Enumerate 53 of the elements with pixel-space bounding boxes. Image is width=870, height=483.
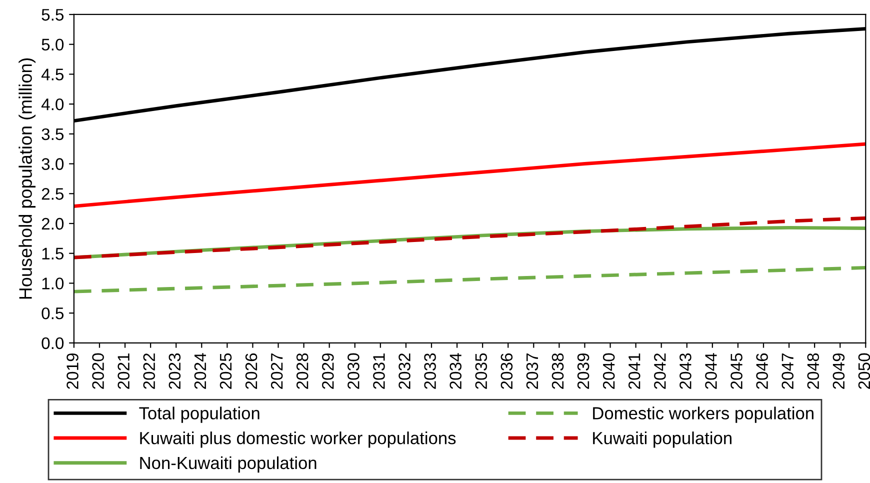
y-tick-label: 2.0 [42, 218, 64, 230]
x-tick-label: 2034 [450, 353, 462, 389]
y-tick-label: 4.0 [41, 98, 64, 110]
y-tick-label: 0.5 [42, 307, 64, 320]
legend-label: Kuwaiti population [593, 432, 732, 448]
x-tick-label: 2042 [654, 353, 666, 389]
x-tick-label: 2025 [220, 353, 232, 389]
line-series [74, 142, 866, 208]
x-tick-label: 2048 [807, 353, 820, 389]
y-tick-label: 3.0 [42, 158, 64, 170]
x-tick-label: 2040 [602, 353, 615, 389]
y-tick-label: 4.5 [41, 68, 64, 80]
line-series [74, 216, 866, 260]
x-tick-label: 2030 [348, 353, 360, 389]
x-tick-label: 2022 [143, 353, 156, 389]
y-tick-label: 1.5 [42, 248, 64, 260]
y-tick-label: 5.0 [42, 38, 64, 51]
x-tick-label: 2026 [245, 353, 258, 389]
x-tick-label: 2024 [194, 353, 206, 389]
line-series [74, 266, 866, 294]
legend-label: Kuwaiti plus domestic worker populations [140, 432, 456, 448]
x-tick-label: 2032 [398, 353, 410, 389]
x-tick-label: 2046 [756, 353, 768, 389]
legend-label: Domestic workers population [593, 406, 814, 423]
y-tick-label: 3.5 [42, 128, 64, 140]
y-tick-label: 1.0 [42, 278, 64, 290]
y-tick-label: 5.5 [42, 9, 64, 21]
x-tick-label: 2047 [782, 353, 794, 389]
x-tick-label: 2037 [526, 353, 538, 389]
x-tick-label: 2049 [832, 353, 845, 389]
x-tick-label: 2021 [118, 353, 130, 389]
x-tick-label: 2044 [705, 353, 717, 389]
legend-label: Non-Kuwaiti population [140, 456, 316, 473]
x-tick-label: 2033 [424, 353, 436, 389]
x-tick-label: 2029 [322, 353, 334, 389]
x-tick-label: 2036 [500, 353, 513, 389]
x-tick-label: 2019 [66, 353, 78, 389]
x-tick-label: 2023 [168, 353, 181, 389]
x-tick-label: 2027 [270, 353, 283, 389]
x-tick-label: 2050 [858, 353, 870, 389]
x-tick-label: 2043 [680, 353, 692, 389]
x-tick-label: 2031 [373, 353, 385, 389]
y-axis-title: Household population (million) [18, 58, 36, 299]
legend-label: Total population [139, 406, 260, 423]
x-tick-label: 2038 [552, 353, 564, 389]
x-tick-label: 2041 [628, 353, 640, 389]
x-tick-label: 2035 [475, 353, 488, 389]
x-tick-label: 2028 [296, 353, 308, 389]
y-tick-label: 2.5 [42, 188, 64, 200]
x-tick-label: 2020 [92, 353, 104, 389]
x-tick-label: 2045 [730, 353, 742, 389]
y-tick-label: 0.0 [42, 337, 64, 350]
x-tick-label: 2039 [577, 353, 590, 389]
